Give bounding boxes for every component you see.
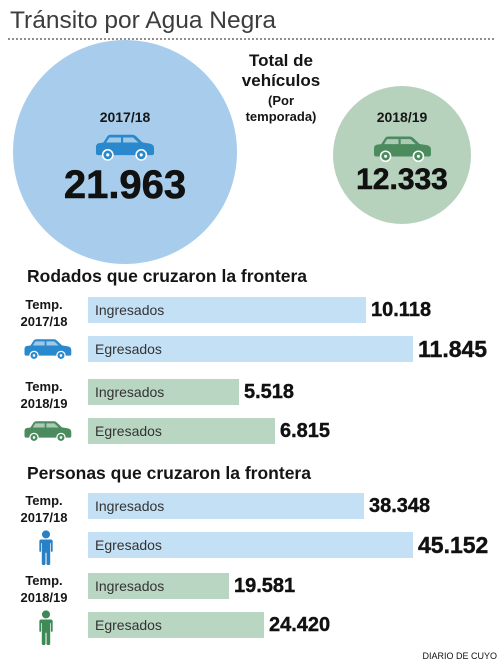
publisher-credit: DIARIO DE CUYO	[422, 651, 497, 661]
bar-label: Ingresados	[95, 498, 165, 514]
bar-row-egresados: Egresados 45.152	[88, 532, 502, 558]
bar-egresados: Egresados	[88, 532, 413, 558]
category-label: Temp. 2018/19	[20, 573, 68, 605]
title-divider	[8, 38, 494, 40]
value-label: 6.815	[280, 420, 331, 442]
value-label: 38.348	[369, 495, 431, 517]
value-label: 10.118	[371, 299, 432, 321]
bar-label: Ingresados	[95, 302, 165, 318]
page-title: Tránsito por Agua Negra	[10, 7, 277, 34]
bar-row-egresados: Egresados 24.420	[88, 612, 502, 638]
bar-row-ingresados: Ingresados 5.518	[88, 379, 502, 405]
value-label: 45.152	[418, 532, 489, 558]
bar-ingresados: Ingresados	[88, 573, 229, 599]
value-label: 11.845	[418, 336, 488, 362]
car-icon	[93, 133, 156, 162]
total-circle-2017-18: 2017/18 21.963	[13, 40, 237, 264]
group-rodados-2018-19: Temp. 2018/19 Ingresados 5.518 Egresados…	[0, 379, 502, 451]
bar-label: Ingresados	[95, 384, 165, 400]
value-label: 19.581	[234, 575, 296, 597]
person-icon	[37, 530, 55, 565]
car-icon	[22, 420, 73, 443]
total-value: 21.963	[63, 163, 187, 208]
total-value: 12.333	[356, 163, 448, 197]
bar-row-ingresados: Ingresados 10.118	[88, 297, 502, 323]
value-label: 24.420	[269, 614, 331, 636]
totals-title: Total de vehículos	[241, 51, 321, 90]
bar-ingresados: Ingresados	[88, 493, 364, 519]
bar-label: Egresados	[95, 617, 162, 633]
chart-title-personas: Personas que cruzaron la frontera	[27, 463, 311, 483]
chart-title-rodados: Rodados que cruzaron la frontera	[27, 266, 308, 286]
bar-egresados: Egresados	[88, 418, 275, 444]
bar-label: Ingresados	[95, 578, 165, 594]
bar-row-ingresados: Ingresados 19.581	[88, 573, 502, 599]
totals-subtitle: (Por temporada)	[245, 93, 317, 124]
bar-ingresados: Ingresados	[88, 379, 239, 405]
bar-row-egresados: Egresados 11.845	[88, 336, 502, 362]
total-circle-2018-19: 2018/19 12.333	[333, 86, 471, 224]
category-label: Temp. 2017/18	[20, 493, 68, 525]
category-label: Temp. 2018/19	[20, 379, 68, 411]
bar-row-ingresados: Ingresados 38.348	[88, 493, 502, 519]
group-personas-2017-18: Temp. 2017/18 Ingresados 38.348 Egresado…	[0, 493, 502, 565]
bar-ingresados: Ingresados	[88, 297, 366, 323]
bar-label: Egresados	[95, 537, 162, 553]
bar-label: Egresados	[95, 423, 162, 439]
car-icon	[22, 338, 73, 361]
group-rodados-2017-18: Temp. 2017/18 Ingresados 10.118 Egresado…	[0, 297, 502, 369]
value-label: 5.518	[244, 381, 295, 403]
car-icon	[371, 135, 433, 163]
bar-egresados: Egresados	[88, 612, 264, 638]
totals-caption: Total de vehículos (Por temporada)	[222, 51, 340, 125]
bar-egresados: Egresados	[88, 336, 413, 362]
person-icon	[37, 610, 55, 645]
group-personas-2018-19: Temp. 2018/19 Ingresados 19.581 Egresado…	[0, 573, 502, 645]
category-label: Temp. 2017/18	[20, 297, 68, 329]
bar-row-egresados: Egresados 6.815	[88, 418, 502, 444]
total-season-label: 2017/18	[99, 109, 151, 125]
bar-label: Egresados	[95, 341, 162, 357]
total-season-label: 2018/19	[376, 109, 428, 125]
